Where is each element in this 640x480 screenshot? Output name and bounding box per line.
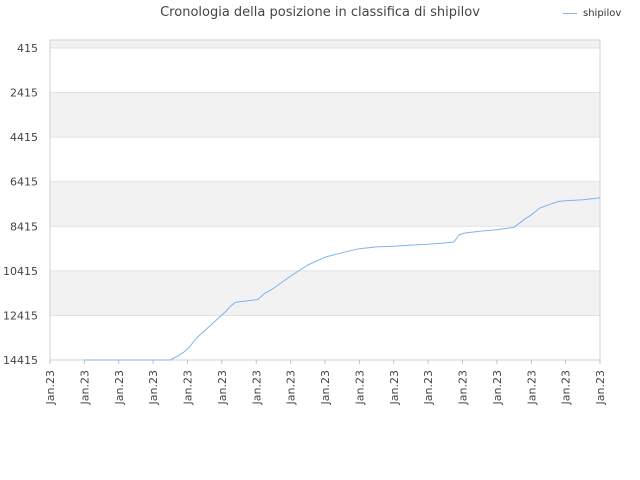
y-tick-label: 6415 <box>10 176 38 189</box>
chart-title: Cronologia della posizione in classifica… <box>160 5 480 20</box>
plot-bands <box>50 40 600 316</box>
plot-band <box>50 40 600 48</box>
x-tick-label: Jan.23 <box>491 370 504 405</box>
x-tick-label: Jan.23 <box>44 370 57 405</box>
x-tick-label: Jan.23 <box>250 370 263 405</box>
x-tick-label: Jan.23 <box>525 370 538 405</box>
series-group <box>84 197 601 361</box>
x-tick-label: Jan.23 <box>422 370 435 405</box>
x-tick-label: Jan.23 <box>594 370 607 405</box>
x-axis: Jan.23 Jan.23 Jan.23 Jan.23 Jan.23 Jan.23 Jan.… <box>44 360 607 405</box>
x-tick-label: Jan.23 <box>78 370 91 405</box>
y-axis: 415 2415 4415 6415 8415 10415 12415 14415 <box>3 42 38 367</box>
y-tick-label: 4415 <box>10 131 38 144</box>
x-tick-label: Jan.23 <box>285 370 298 405</box>
plot-band <box>50 181 600 227</box>
x-tick-label: Jan.23 <box>457 370 470 405</box>
x-tick-label: Jan.23 <box>560 370 573 405</box>
plot-band <box>50 270 600 316</box>
x-tick-label: Jan.23 <box>388 370 401 405</box>
y-tick-label: 415 <box>17 42 38 55</box>
y-tick-label: 8415 <box>10 220 38 233</box>
series-line-shipilov[interactable] <box>84 197 601 361</box>
x-tick-label: Jan.23 <box>147 370 160 405</box>
x-tick-label: Jan.23 <box>182 370 195 405</box>
y-tick-label: 2415 <box>10 87 38 100</box>
legend-label: shipilov <box>583 8 622 19</box>
x-tick-label: Jan.23 <box>216 370 229 405</box>
x-tick-label: Jan.23 <box>319 370 332 405</box>
legend-swatch-icon <box>563 13 577 14</box>
x-tick-label: Jan.23 <box>353 370 366 405</box>
y-tick-label: 14415 <box>3 354 38 367</box>
x-tick-label: Jan.23 <box>113 370 126 405</box>
y-tick-label: 10415 <box>3 265 38 278</box>
plot-band <box>50 92 600 138</box>
legend[interactable]: shipilov <box>563 8 621 19</box>
y-tick-label: 12415 <box>3 309 38 322</box>
